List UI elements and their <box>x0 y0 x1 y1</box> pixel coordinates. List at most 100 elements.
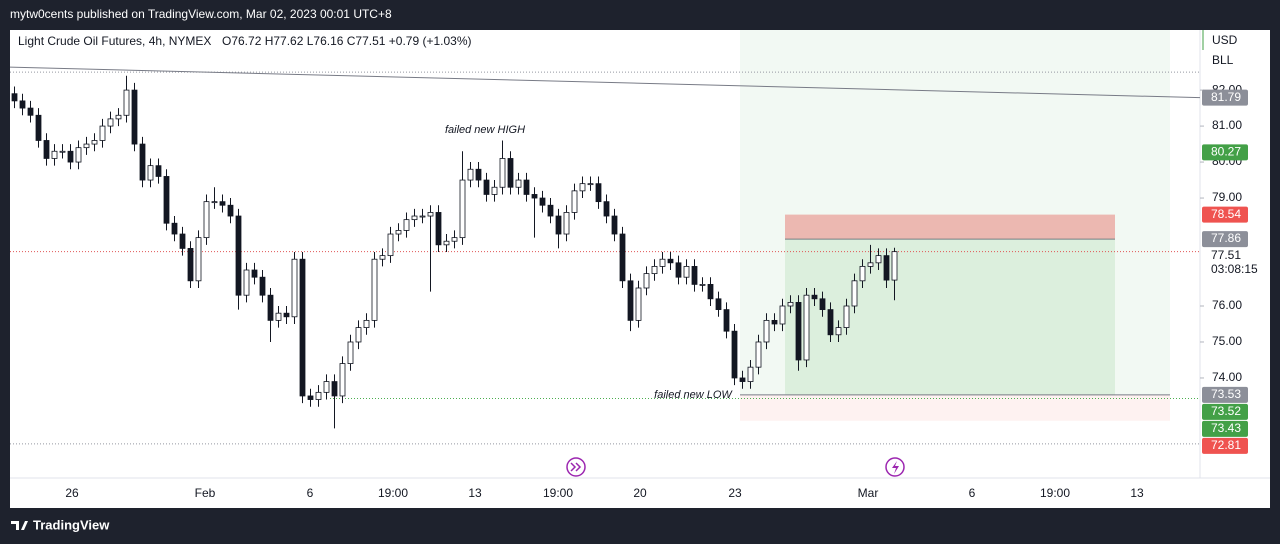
candle-body <box>715 298 722 310</box>
x-tick-label: 6 <box>969 486 976 500</box>
candle-body <box>475 168 482 181</box>
x-tick-label: 23 <box>728 486 742 500</box>
stop-zone <box>785 214 1115 240</box>
candle-body <box>195 237 202 282</box>
price-label-box <box>1202 144 1248 161</box>
candle-body <box>171 222 178 235</box>
candle-body <box>19 100 26 109</box>
symbol: Light Crude Oil Futures, 4h, NYMEX <box>18 34 211 48</box>
candle-body <box>867 262 874 267</box>
candle-body <box>827 309 834 336</box>
candle-body <box>835 327 842 336</box>
candle-body <box>123 89 130 116</box>
candle-body <box>619 233 626 282</box>
candle-body <box>795 301 802 361</box>
candle-body <box>515 179 522 188</box>
candle-body <box>563 212 570 235</box>
price-label-box <box>1202 248 1248 265</box>
x-tick-label: 26 <box>65 486 79 500</box>
event-icon[interactable] <box>885 457 905 477</box>
candle-body <box>283 312 290 318</box>
price-label: 77.51 <box>1211 248 1241 262</box>
candle-body <box>571 190 578 213</box>
price-label-box <box>1202 89 1248 106</box>
candle-body <box>419 215 426 218</box>
y-tick-label: 75.00 <box>1212 334 1242 348</box>
annotation: failed new HIGH <box>445 124 525 136</box>
candle-body <box>99 125 106 141</box>
price-label: 73.52 <box>1211 404 1241 418</box>
candle-body <box>27 107 34 116</box>
candle-body <box>731 330 738 379</box>
candle-body <box>699 284 706 286</box>
candle-body <box>811 294 818 300</box>
candle-body <box>211 201 218 204</box>
y-tick-label: 79.00 <box>1212 190 1242 204</box>
candle-body <box>67 150 74 163</box>
candle-body <box>443 240 450 246</box>
candle-body <box>35 114 42 141</box>
event-icon[interactable] <box>566 457 586 477</box>
candle-body <box>691 266 698 285</box>
candle-body <box>331 381 338 397</box>
candle-body <box>315 391 322 400</box>
price-label: 78.54 <box>1211 207 1241 221</box>
candle-body <box>339 363 346 397</box>
candle-body <box>235 215 242 296</box>
candle-body <box>355 327 362 343</box>
candle-body <box>75 147 82 163</box>
ohlc: O76.72 H77.62 L76.16 C77.51 +0.79 (+1.03… <box>222 34 472 48</box>
candle-body <box>251 269 258 278</box>
candle-body <box>491 186 498 195</box>
candle-body <box>755 341 762 368</box>
candle-body <box>203 201 210 239</box>
candle-body <box>779 305 786 325</box>
x-tick-label: 13 <box>1130 486 1144 500</box>
publisher: mytw0cents published on TradingView.com,… <box>10 7 392 21</box>
candle-body <box>627 280 634 321</box>
candle-body <box>379 255 386 260</box>
candle-body <box>51 150 58 159</box>
candle-body <box>651 266 658 275</box>
x-tick-label: 19:00 <box>1040 486 1070 500</box>
candle-body <box>219 201 226 206</box>
x-tick-label: 20 <box>633 486 647 500</box>
candle-body <box>131 89 138 145</box>
candle-body <box>547 204 554 217</box>
price-label-box <box>1202 403 1248 420</box>
candle-body <box>595 183 602 203</box>
x-tick-label: 13 <box>468 486 482 500</box>
chart-area <box>10 30 1270 508</box>
candle-body <box>635 287 642 321</box>
price-label-box <box>1202 231 1248 248</box>
candle-body <box>147 165 154 181</box>
target-zone <box>785 239 1115 396</box>
candle-body <box>291 258 298 318</box>
candle-body <box>707 284 714 300</box>
y-tick-label: 74.00 <box>1212 370 1242 384</box>
x-tick-label: Feb <box>195 486 216 500</box>
x-tick-label: 19:00 <box>378 486 408 500</box>
price-label-box <box>1202 420 1248 437</box>
candle-body <box>579 183 586 192</box>
candle-body <box>603 201 610 217</box>
candle-body <box>611 215 618 235</box>
annotation: failed new LOW <box>654 389 733 401</box>
candle-body <box>435 212 442 246</box>
candle-body <box>851 280 858 307</box>
price-label: 81.79 <box>1211 90 1241 104</box>
price-label: 73.43 <box>1211 421 1241 435</box>
candle-body <box>859 266 866 282</box>
candle-body <box>523 179 530 195</box>
candle-body <box>555 215 562 235</box>
candle-body <box>891 251 898 281</box>
candle-body <box>467 168 474 181</box>
candle-body <box>43 140 50 159</box>
candle-body <box>819 298 826 310</box>
candle-body <box>643 273 650 289</box>
candle-body <box>675 262 682 278</box>
price-label: 72.81 <box>1211 438 1241 452</box>
candle-body <box>59 150 66 153</box>
candle-body <box>875 255 882 264</box>
